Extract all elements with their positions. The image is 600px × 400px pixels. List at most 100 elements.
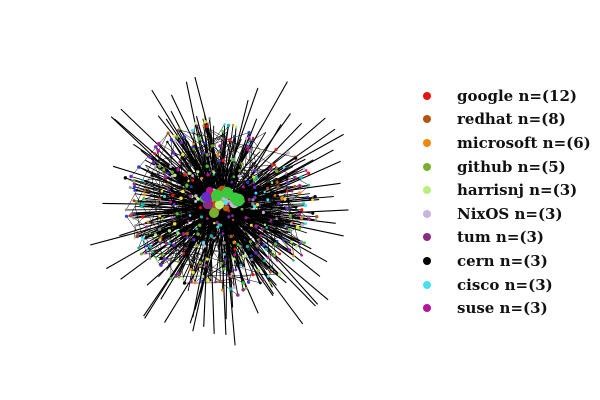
node	[132, 182, 136, 186]
node	[195, 227, 198, 231]
node	[298, 184, 302, 188]
node	[244, 136, 248, 140]
node	[195, 124, 199, 127]
edge	[134, 177, 257, 191]
node	[253, 168, 257, 173]
node	[226, 123, 231, 128]
hub-node	[209, 208, 219, 218]
node	[245, 244, 250, 249]
node	[200, 176, 204, 180]
node	[251, 202, 255, 206]
node	[227, 215, 231, 219]
node	[128, 186, 132, 189]
node	[163, 195, 166, 198]
node	[210, 144, 214, 148]
node	[284, 173, 288, 176]
node	[139, 252, 143, 256]
node	[303, 241, 306, 245]
edge	[110, 116, 207, 208]
node	[169, 164, 173, 169]
node	[311, 198, 314, 202]
node	[185, 231, 189, 236]
node	[223, 122, 226, 126]
node	[229, 234, 233, 239]
node	[192, 142, 196, 146]
node	[176, 260, 180, 264]
node	[264, 247, 268, 251]
node	[266, 274, 270, 278]
node	[266, 198, 270, 202]
node	[275, 180, 279, 184]
node	[159, 263, 163, 267]
node	[238, 169, 241, 173]
legend-item-redhat: redhat n=(8)	[418, 108, 598, 132]
legend-marker-tum	[423, 233, 431, 242]
edge	[160, 211, 253, 266]
edge	[223, 209, 336, 224]
node	[304, 169, 308, 172]
node	[299, 242, 302, 246]
node	[123, 176, 128, 180]
legend-label-cisco: cisco n=(3)	[457, 275, 553, 294]
node	[274, 148, 278, 152]
legend-marker-google	[423, 91, 431, 100]
node	[270, 181, 274, 185]
node	[169, 137, 174, 142]
node	[181, 232, 186, 236]
node	[267, 265, 271, 269]
node	[141, 202, 145, 207]
node	[206, 278, 210, 283]
node	[261, 210, 265, 215]
node	[284, 176, 288, 180]
node	[280, 196, 284, 201]
node	[229, 287, 233, 291]
node	[144, 244, 148, 248]
node	[231, 257, 236, 261]
node	[231, 158, 236, 162]
legend-label-tum: tum n=(3)	[457, 228, 545, 247]
node	[182, 281, 187, 285]
node	[205, 153, 209, 157]
node	[233, 247, 237, 251]
legend-label-microsoft: microsoft n=(6)	[457, 133, 591, 152]
node	[133, 178, 136, 182]
node	[267, 173, 271, 177]
edge	[219, 209, 349, 217]
node	[205, 124, 209, 128]
node	[258, 204, 262, 207]
node	[236, 243, 240, 247]
node	[249, 254, 253, 258]
node	[273, 242, 278, 246]
node	[221, 129, 225, 133]
node	[232, 285, 237, 289]
node	[202, 124, 205, 127]
node	[251, 136, 255, 140]
node	[197, 137, 201, 141]
node	[133, 236, 136, 240]
node	[282, 166, 286, 169]
legend-label-suse: suse n=(3)	[457, 299, 548, 318]
node	[181, 277, 185, 280]
node	[197, 264, 201, 268]
node	[170, 170, 174, 175]
node	[171, 151, 176, 155]
node	[252, 204, 257, 209]
edge	[192, 202, 222, 332]
node	[300, 208, 304, 212]
node	[240, 256, 244, 260]
edge	[144, 207, 216, 319]
node	[198, 206, 203, 210]
node	[166, 131, 170, 135]
node	[198, 280, 202, 283]
node	[184, 246, 188, 250]
node	[273, 194, 277, 197]
node	[233, 253, 237, 257]
node	[232, 240, 236, 245]
node	[255, 243, 259, 248]
node	[230, 180, 234, 184]
node	[176, 247, 180, 250]
node	[221, 232, 225, 235]
node	[268, 281, 272, 285]
node	[219, 223, 223, 227]
node	[166, 171, 170, 175]
